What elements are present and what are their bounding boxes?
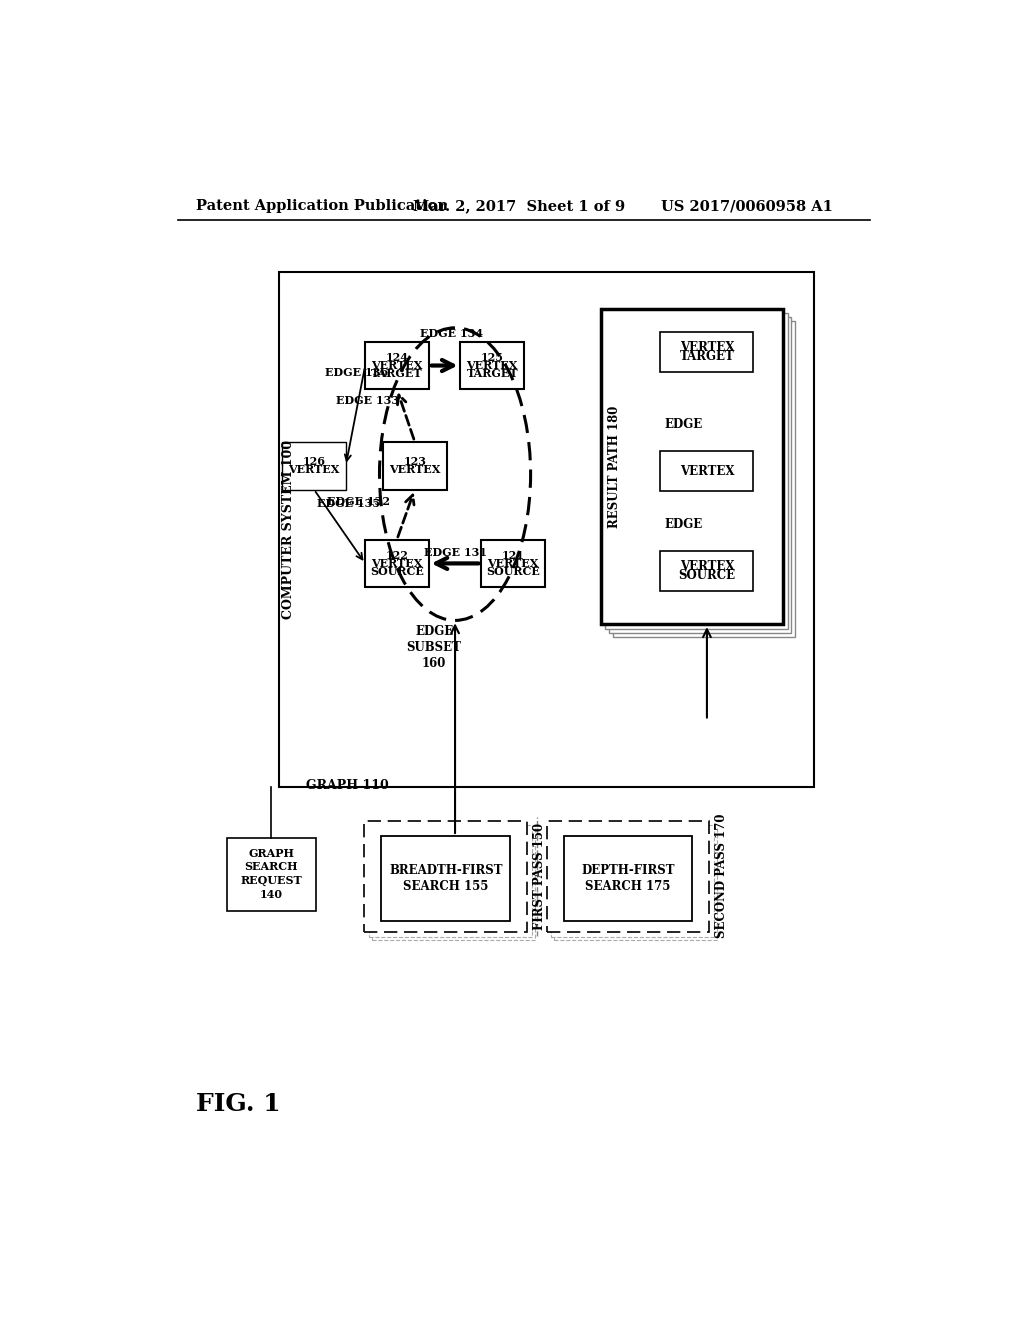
Bar <box>372 829 535 940</box>
Bar <box>660 552 754 591</box>
Text: TARGET: TARGET <box>680 350 734 363</box>
Text: EDGE 135: EDGE 135 <box>317 498 381 510</box>
Text: Patent Application Publication: Patent Application Publication <box>197 199 449 213</box>
Text: BREADTH-FIRST
SEARCH 155: BREADTH-FIRST SEARCH 155 <box>389 863 503 892</box>
Text: VERTEX: VERTEX <box>289 465 340 475</box>
Text: VERTEX: VERTEX <box>680 465 734 478</box>
Bar <box>366 540 429 587</box>
Bar <box>280 272 814 787</box>
Text: VERTEX: VERTEX <box>680 341 734 354</box>
Text: EDGE: EDGE <box>665 517 702 531</box>
Bar <box>613 321 796 636</box>
Bar <box>660 331 754 372</box>
Text: US 2017/0060958 A1: US 2017/0060958 A1 <box>662 199 834 213</box>
Bar <box>601 309 783 624</box>
Text: SOURCE: SOURCE <box>678 569 735 582</box>
Bar <box>381 836 510 921</box>
Text: Mar. 2, 2017  Sheet 1 of 9: Mar. 2, 2017 Sheet 1 of 9 <box>414 199 626 213</box>
Text: DEPTH-FIRST
SEARCH 175: DEPTH-FIRST SEARCH 175 <box>582 863 675 892</box>
Bar <box>660 451 754 491</box>
Text: VERTEX: VERTEX <box>389 465 440 475</box>
Text: 124: 124 <box>385 351 409 363</box>
Text: FIRST PASS 150: FIRST PASS 150 <box>534 822 547 929</box>
Text: EDGE 136: EDGE 136 <box>325 367 388 378</box>
Text: EDGE
SUBSET
160: EDGE SUBSET 160 <box>407 624 462 669</box>
Text: EDGE 132: EDGE 132 <box>327 495 390 507</box>
Bar <box>383 442 446 490</box>
Bar <box>563 836 692 921</box>
Text: GRAPH
SEARCH
REQUEST
140: GRAPH SEARCH REQUEST 140 <box>241 847 302 900</box>
Text: VERTEX: VERTEX <box>467 360 518 371</box>
Text: SOURCE: SOURCE <box>486 566 540 577</box>
Text: RESULT PATH 180: RESULT PATH 180 <box>608 405 622 528</box>
Text: VERTEX: VERTEX <box>680 560 734 573</box>
Text: 122: 122 <box>385 549 409 561</box>
Text: SECOND PASS 170: SECOND PASS 170 <box>716 814 728 939</box>
Text: TARGET: TARGET <box>467 368 518 379</box>
Bar <box>461 342 524 389</box>
Text: EDGE 133: EDGE 133 <box>336 396 399 407</box>
Text: COMPUTER SYSTEM 100: COMPUTER SYSTEM 100 <box>282 440 295 619</box>
Text: EDGE: EDGE <box>665 417 702 430</box>
Text: SOURCE: SOURCE <box>370 566 424 577</box>
Text: EDGE 134: EDGE 134 <box>420 329 482 339</box>
Bar <box>227 838 316 911</box>
Text: EDGE 131: EDGE 131 <box>424 548 486 558</box>
Bar <box>551 825 714 937</box>
Text: 121: 121 <box>502 549 524 561</box>
Text: FIG. 1: FIG. 1 <box>197 1092 281 1115</box>
Bar <box>609 317 792 632</box>
Bar <box>547 821 710 932</box>
Text: TARGET: TARGET <box>371 368 423 379</box>
Text: VERTEX: VERTEX <box>372 558 423 569</box>
Bar <box>554 829 717 940</box>
Bar <box>369 825 531 937</box>
Text: 123: 123 <box>403 455 426 467</box>
Text: 126: 126 <box>302 455 326 467</box>
Text: 125: 125 <box>480 351 504 363</box>
Bar <box>481 540 545 587</box>
Bar <box>283 442 346 490</box>
Bar <box>365 821 527 932</box>
Bar <box>605 313 787 628</box>
Text: VERTEX: VERTEX <box>487 558 539 569</box>
Text: GRAPH 110: GRAPH 110 <box>306 779 389 792</box>
Bar <box>366 342 429 389</box>
Text: VERTEX: VERTEX <box>372 360 423 371</box>
